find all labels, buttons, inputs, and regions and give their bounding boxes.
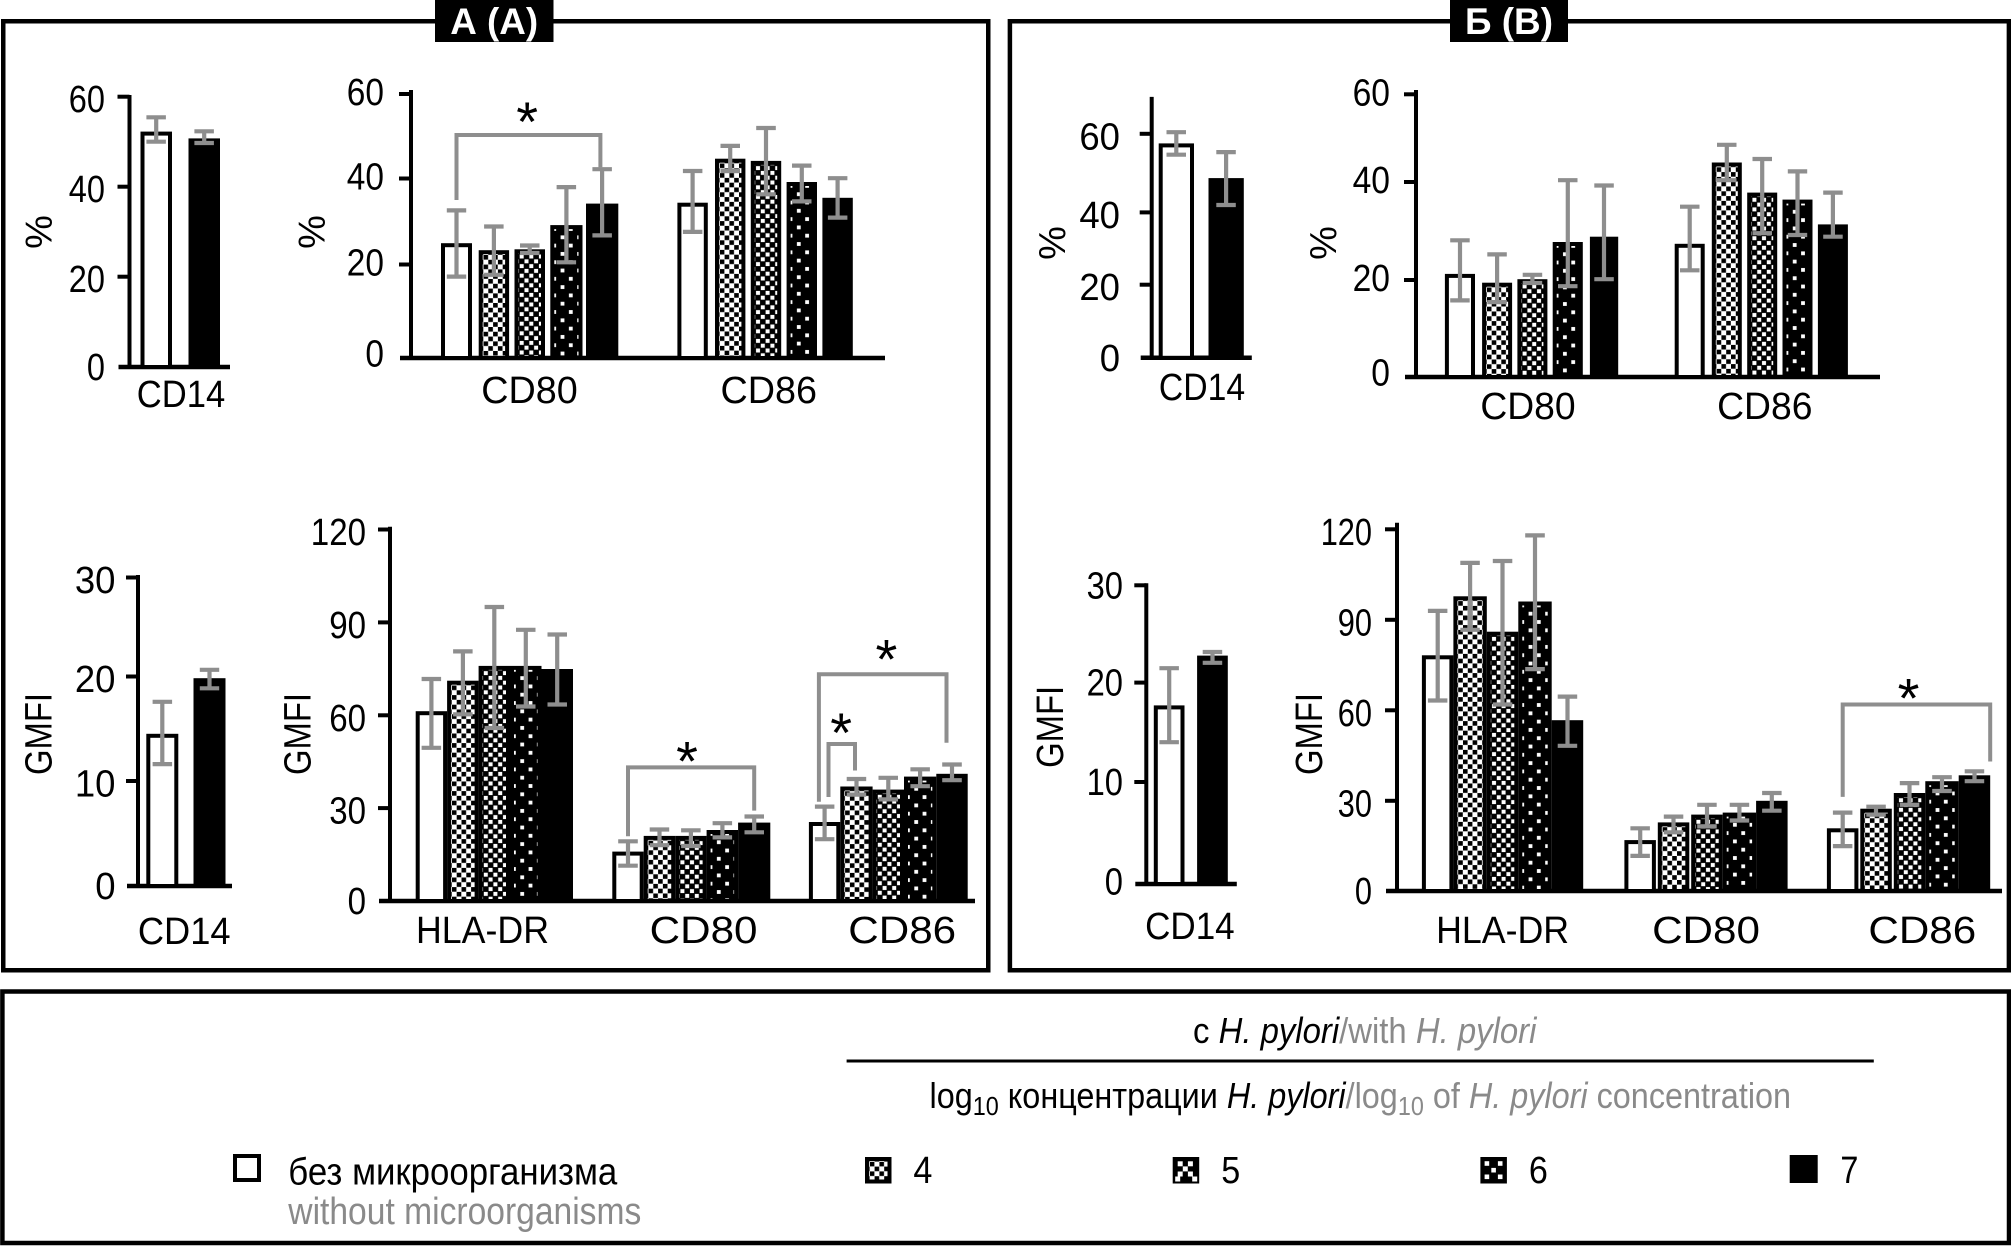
svg-text:20: 20 (347, 243, 384, 285)
svg-text:0: 0 (1105, 862, 1123, 904)
svg-text:120: 120 (311, 512, 366, 554)
svg-text:120: 120 (1321, 512, 1372, 554)
svg-text:Б (В): Б (В) (1465, 1, 1553, 42)
svg-text:0: 0 (1371, 353, 1390, 395)
svg-text:5: 5 (1221, 1150, 1240, 1192)
svg-text:20: 20 (75, 659, 116, 701)
svg-text:30: 30 (1087, 565, 1123, 607)
svg-text:0: 0 (365, 334, 384, 376)
svg-text:*: * (516, 90, 538, 153)
svg-text:0: 0 (87, 347, 105, 389)
svg-text:30: 30 (329, 791, 366, 833)
svg-text:4: 4 (913, 1150, 932, 1192)
svg-text:с H. pylori/with H. pylori: с H. pylori/with H. pylori (1193, 1010, 1537, 1051)
svg-text:CD80: CD80 (1652, 910, 1760, 952)
svg-text:без микроорганизма: без микроорганизма (288, 1152, 618, 1194)
svg-text:*: * (676, 730, 698, 793)
svg-text:%: % (292, 215, 334, 249)
svg-text:log10 концентрации H. pylori/l: log10 концентрации H. pylori/log10 of H.… (930, 1075, 1792, 1121)
svg-text:40: 40 (1353, 160, 1390, 202)
svg-text:CD14: CD14 (138, 911, 231, 953)
svg-text:60: 60 (69, 79, 105, 121)
svg-text:40: 40 (1079, 195, 1120, 237)
svg-text:HLA-DR: HLA-DR (1436, 910, 1569, 952)
svg-text:CD86: CD86 (1868, 910, 1976, 952)
svg-text:7: 7 (1840, 1150, 1858, 1192)
svg-text:CD80: CD80 (481, 370, 578, 412)
svg-text:GMFI: GMFI (1030, 686, 1072, 768)
svg-text:CD86: CD86 (1717, 386, 1812, 428)
svg-text:0: 0 (95, 866, 115, 908)
svg-text:40: 40 (69, 169, 105, 211)
svg-text:0: 0 (1100, 338, 1120, 380)
svg-text:30: 30 (75, 560, 116, 602)
svg-text:30: 30 (1338, 783, 1372, 825)
svg-text:GMFI: GMFI (1289, 693, 1331, 775)
svg-text:10: 10 (1087, 762, 1123, 804)
svg-text:GMFI: GMFI (278, 693, 320, 775)
svg-text:*: * (876, 628, 898, 691)
svg-text:20: 20 (1079, 267, 1120, 309)
svg-text:20: 20 (69, 259, 105, 301)
svg-text:CD14: CD14 (1159, 367, 1245, 409)
svg-text:0: 0 (348, 881, 366, 923)
svg-text:CD14: CD14 (1145, 906, 1235, 948)
svg-text:%: % (1032, 226, 1074, 260)
svg-text:20: 20 (1087, 663, 1123, 705)
svg-text:*: * (830, 701, 852, 764)
svg-text:CD80: CD80 (650, 910, 758, 952)
svg-text:60: 60 (1079, 116, 1120, 158)
svg-text:60: 60 (347, 72, 384, 114)
svg-text:6: 6 (1529, 1150, 1548, 1192)
svg-text:60: 60 (329, 698, 366, 740)
svg-text:HLA-DR: HLA-DR (416, 910, 549, 952)
svg-text:without microorganisms: without microorganisms (287, 1191, 641, 1233)
svg-text:60: 60 (1353, 72, 1390, 114)
svg-text:90: 90 (329, 605, 366, 647)
svg-text:А (А): А (А) (450, 1, 538, 42)
svg-text:0: 0 (1355, 871, 1372, 913)
svg-text:*: * (1898, 667, 1920, 730)
svg-text:%: % (19, 215, 61, 249)
svg-text:40: 40 (347, 157, 384, 199)
svg-text:CD80: CD80 (1480, 386, 1575, 428)
svg-text:CD86: CD86 (720, 370, 817, 412)
svg-text:CD86: CD86 (848, 910, 956, 952)
svg-text:%: % (1303, 226, 1345, 260)
svg-text:90: 90 (1338, 602, 1372, 644)
svg-text:60: 60 (1338, 693, 1372, 735)
svg-text:GMFI: GMFI (19, 693, 61, 775)
svg-text:10: 10 (75, 764, 116, 806)
svg-text:20: 20 (1353, 258, 1390, 300)
svg-text:CD14: CD14 (137, 374, 225, 416)
